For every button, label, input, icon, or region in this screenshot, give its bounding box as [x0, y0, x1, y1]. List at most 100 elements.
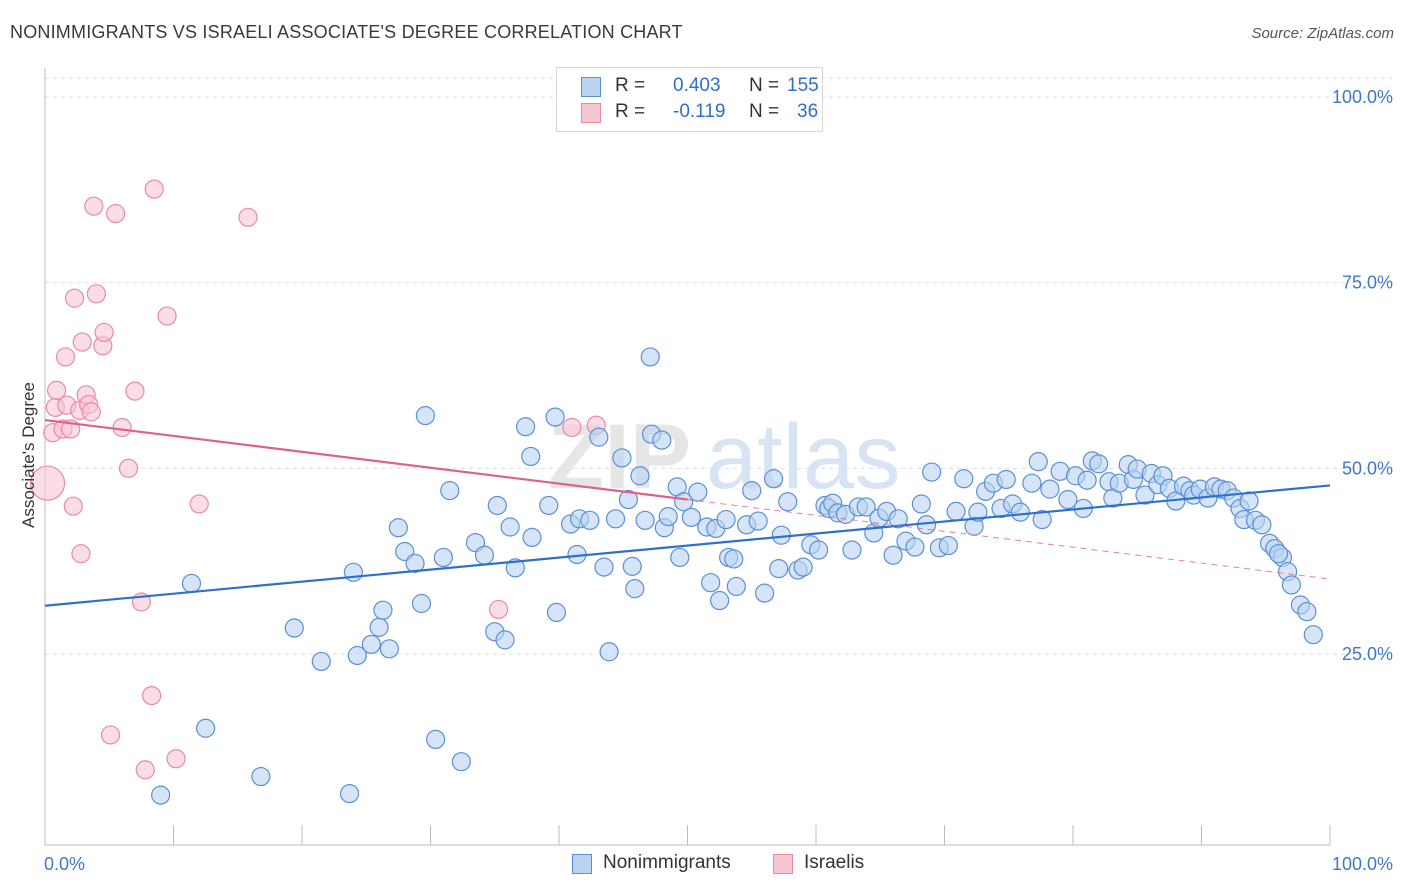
- nonimmigrants-point: [640, 347, 660, 367]
- nonimmigrants-point: [883, 545, 903, 565]
- israelis-point: [71, 544, 91, 564]
- svg-text:atlas: atlas: [706, 406, 900, 508]
- nonimmigrants-point: [842, 540, 862, 560]
- legend-stats: R = 0.403 N = 155 R = -0.119 N = 36: [556, 67, 823, 132]
- nonimmigrants-point: [546, 602, 567, 623]
- nonimmigrants-point: [754, 583, 775, 603]
- israelis-point: [189, 494, 209, 514]
- nonimmigrants-point: [954, 469, 974, 489]
- nonimmigrants-point: [701, 573, 721, 593]
- israelis-point: [55, 347, 76, 367]
- nonimmigrants-point: [451, 752, 471, 772]
- israelis-point: [94, 322, 114, 343]
- legend-r-value: -0.119: [673, 101, 726, 122]
- nonimmigrants-point: [415, 406, 435, 426]
- nonimmigrants-point: [710, 590, 730, 611]
- legend-n-label: N =: [749, 101, 780, 122]
- y-axis-title: Associate's Degree: [19, 382, 38, 528]
- israelis-point: [166, 749, 186, 769]
- x-tick-label: 100.0%: [1332, 854, 1393, 874]
- nonimmigrants-point: [580, 510, 600, 530]
- nonimmigrants-point: [635, 510, 655, 530]
- israelis-point: [489, 599, 509, 620]
- nonimmigrants-point: [652, 430, 672, 450]
- nonimmigrants-point: [1040, 479, 1060, 499]
- nonimmigrants-point: [361, 634, 381, 654]
- nonimmigrants-point: [1058, 489, 1078, 510]
- y-tick-label: 100.0%: [1332, 87, 1393, 107]
- nonimmigrants-point: [521, 446, 541, 467]
- nonimmigrants-point: [996, 469, 1016, 490]
- nonimmigrants-point: [716, 509, 736, 530]
- nonimmigrants-point: [369, 617, 389, 637]
- israelis-point: [118, 458, 139, 478]
- nonimmigrants-point: [911, 494, 931, 514]
- nonimmigrants-point: [594, 557, 614, 577]
- nonimmigrants-point: [539, 495, 559, 516]
- nonimmigrants-point: [808, 540, 829, 560]
- legend-label-israelis: Israelis: [804, 852, 865, 873]
- israelis-point: [64, 288, 85, 308]
- nonimmigrants-point: [946, 501, 966, 522]
- legend-swatch-israelis: [581, 103, 601, 123]
- legend-swatch-nonimmigrants: [572, 854, 592, 874]
- nonimmigrants-point: [373, 600, 393, 620]
- legend-r-label: R =: [615, 101, 646, 122]
- legend-n-label: N =: [749, 75, 780, 96]
- nonimmigrants-point: [1239, 491, 1259, 511]
- legend-r-value: 0.403: [673, 75, 721, 96]
- nonimmigrants-point: [688, 482, 708, 502]
- nonimmigrants-point: [339, 784, 360, 804]
- nonimmigrants-point: [724, 549, 744, 569]
- israelis-point: [562, 417, 582, 438]
- nonimmigrants-point: [922, 462, 942, 482]
- tick-labels: 25.0% 50.0% 75.0% 100.0% 0.0% 100.0% Associate…: [19, 87, 1393, 874]
- nonimmigrants-point: [1297, 602, 1317, 622]
- nonimmigrants-point: [343, 562, 363, 582]
- nonimmigrants-point: [968, 502, 988, 522]
- y-tick-label: 50.0%: [1342, 458, 1393, 478]
- nonimmigrants-point: [487, 495, 507, 516]
- nonimmigrants-point: [151, 785, 171, 805]
- nonimmigrants-point: [433, 547, 453, 568]
- nonimmigrants-point: [726, 576, 746, 597]
- nonimmigrants-point: [495, 630, 515, 650]
- nonimmigrants-point: [1303, 625, 1323, 645]
- nonimmigrants-points: [151, 347, 1323, 805]
- nonimmigrants-point: [440, 481, 460, 501]
- grid-layer: [45, 77, 1392, 655]
- nonimmigrants-point: [605, 509, 626, 529]
- nonimmigrants-point: [379, 639, 399, 659]
- nonimmigrants-point: [426, 729, 446, 750]
- nonimmigrants-point: [622, 556, 642, 576]
- nonimmigrants-point: [1281, 575, 1302, 595]
- nonimmigrants-point: [856, 497, 876, 517]
- nonimmigrants-point: [793, 557, 813, 577]
- legend-label-nonimmigrants: Nonimmigrants: [603, 852, 731, 873]
- nonimmigrants-point: [515, 417, 536, 437]
- nonimmigrants-point: [1135, 485, 1155, 505]
- nonimmigrants-point: [670, 547, 690, 568]
- nonimmigrants-point: [612, 448, 632, 468]
- axis-layer: [44, 68, 1331, 846]
- israelis-point: [63, 496, 83, 516]
- israelis-point: [142, 685, 162, 706]
- trend-lines: [44, 418, 1331, 607]
- legend-series: Nonimmigrants Israelis: [0, 852, 1406, 878]
- nonimmigrants-point: [778, 492, 798, 512]
- nonimmigrants-point: [618, 489, 638, 510]
- legend-r-label: R =: [615, 75, 646, 96]
- nonimmigrants-point: [474, 545, 495, 565]
- nonimmigrants-point: [284, 618, 304, 638]
- israelis-point: [81, 402, 101, 422]
- nonimmigrants-point: [742, 481, 762, 501]
- nonimmigrants-point: [674, 492, 694, 512]
- nonimmigrants-point: [500, 517, 520, 537]
- israelis-points: [29, 179, 606, 780]
- nonimmigrants-point: [630, 466, 650, 486]
- x-tick-label: 0.0%: [44, 854, 85, 874]
- israelis-point: [46, 380, 67, 400]
- nonimmigrants-point: [522, 527, 542, 548]
- nonimmigrants-point: [748, 511, 768, 531]
- nonimmigrants-point: [1028, 452, 1048, 472]
